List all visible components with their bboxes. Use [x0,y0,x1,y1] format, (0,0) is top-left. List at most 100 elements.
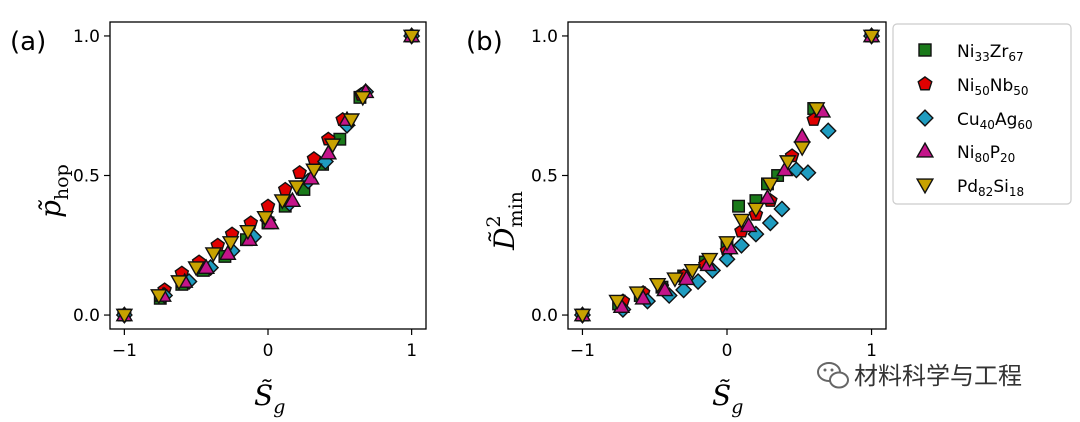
panel-a-point-1-8 [277,181,293,196]
panel-b-point-4-5 [683,264,702,280]
watermark: 材料科学与工程 [817,362,1022,390]
panel-b-point-4-12 [793,141,811,157]
panel-b-point-0-7 [732,199,746,213]
panel-a-point-4-9 [287,180,306,196]
watermark-text: 材料科学与工程 [854,362,1022,390]
panel-a-ytick-label-1: 0.5 [73,167,100,187]
panel-b-ytick-label-0: 0.0 [531,306,558,326]
panel-b-ticks: −1 0 1 0.0 0.5 1.0 [531,27,877,361]
legend-markers [915,43,935,195]
panel-b-point-3-4 [677,269,696,286]
panel-a-point-4-14 [402,29,421,45]
legend-marker-0 [918,43,932,57]
panel-a-point-4-13 [354,90,372,107]
panel-a-xtick-label-1: 0 [263,341,274,361]
panel-b-point-4-7 [718,236,736,252]
legend-frame [892,23,1072,205]
legend-marker-1 [917,76,933,91]
panel-a-point-3-4 [219,244,237,261]
panel-b-point-4-0 [573,308,592,325]
panel-b-point-2-13 [799,164,817,182]
panel-b-point-4-13 [807,102,826,118]
panel-a-point-4-6 [239,224,257,241]
legend-entry-2: Cu40Ag60 [957,110,1033,132]
panel-b-point-2-10 [761,214,779,232]
panel-a-point-3-7 [283,191,302,207]
panel-b-label: (b) [466,27,503,57]
panel-b-point-4-2 [628,286,647,302]
panel-a-ylabel: p̃hop [34,164,73,218]
panel-a-xlabel: S̃g [254,379,285,418]
panel-a-point-1-7 [260,198,276,213]
legend-marker-3 [915,141,935,158]
panel-a-label: (a) [10,27,46,57]
panel-b-xtick-label-1: 0 [722,341,733,361]
panel-a-point-3-5 [240,230,259,247]
panel-b-frame [567,21,887,330]
panel-a-point-3-3 [197,258,216,274]
legend: Ni33Zr67 Ni50Nb50 Cu40Ag60 Ni80P20 Pd82S… [892,23,1072,205]
panel-b-xtick-label-2: 1 [866,341,877,361]
panel-b-ytick-label-2: 1.0 [531,27,558,47]
panel-a-point-4-11 [323,138,342,154]
panel-b-point-4-11 [778,155,797,171]
panel-a-point-4-12 [342,113,361,129]
panel-b-xlabel-sub: g [731,396,743,418]
panel-a-xtick-label-0: −1 [112,341,137,361]
panel-b-point-4-6 [700,252,719,269]
panel-a-point-4-3 [187,261,205,277]
panel-a-ticks: −1 0 1 0.0 0.5 1.0 [73,27,417,361]
panel-a-frame [109,21,427,330]
panel-b-ytick-label-1: 0.5 [531,167,558,187]
panel-a-point-1-9 [292,165,307,179]
panel-a-point-3-8 [302,169,320,185]
legend-entry-4: Pd82Si18 [957,177,1024,199]
panel-a-point-4-4 [204,247,223,263]
panel-b-point-4-9 [747,202,765,218]
panel-b-xlabel: S̃g [712,379,743,418]
panel-b-xlabel-main: S̃ [712,379,731,412]
panel-b-point-4-3 [648,277,667,294]
panel-b-point-4-1 [608,294,626,311]
panel-b-ylabel-sup: 2 [483,215,505,227]
panel-b-point-2-4 [675,281,693,299]
panel-b-marks [573,26,881,325]
panel-a: (a) −1 0 1 0.0 0.5 1.0 S̃g p̃hop [10,21,427,418]
panel-b-point-3-8 [758,188,777,205]
panel-a-point-4-10 [305,163,323,179]
legend-entry-0: Ni33Zr67 [957,42,1024,64]
panel-b-point-3-3 [656,280,674,297]
panel-a-point-4-2 [170,275,188,291]
panel-b-point-2-5 [689,273,707,291]
panel-b-point-4-8 [732,213,751,230]
panel-b-point-3-7 [739,216,758,233]
panel-a-xlabel-main: S̃ [254,379,273,412]
panel-b-point-3-10 [793,127,811,143]
panel-b-xtick-label-0: −1 [570,341,595,361]
panel-b-point-4-14 [862,29,881,45]
panel-a-ylabel-main: p̃ [34,199,67,218]
panel-a-point-4-1 [150,289,168,305]
panel-b-point-4-4 [666,272,684,288]
panel-a-ylabel-sub: hop [51,164,73,200]
panel-b-point-2-7 [718,250,736,268]
legend-entry-1: Ni50Nb50 [957,76,1029,98]
panel-a-ytick-label-0: 0.0 [73,306,100,326]
panel-b-point-2-14 [819,122,837,140]
panel-b: (b) −1 0 1 0.0 0.5 1.0 S̃g D̃2min [466,21,887,418]
panel-b-point-3-9 [776,160,794,177]
panel-b-ylabel-main: D̃ [488,228,521,251]
panel-a-marks [115,26,421,325]
panel-b-ylabel-sub: min [505,191,527,227]
legend-entry-3: Ni80P20 [957,143,1015,165]
wechat-icon [817,362,849,389]
panel-b-point-2-12 [787,161,805,179]
panel-b-point-2-8 [732,236,751,254]
legend-marker-4 [915,178,935,195]
panel-b-point-2-11 [773,200,791,218]
panel-a-point-4-7 [256,210,274,227]
panel-a-point-4-8 [273,194,292,210]
panel-b-ylabel: D̃2min [483,191,527,251]
panel-a-point-4-5 [221,236,240,252]
